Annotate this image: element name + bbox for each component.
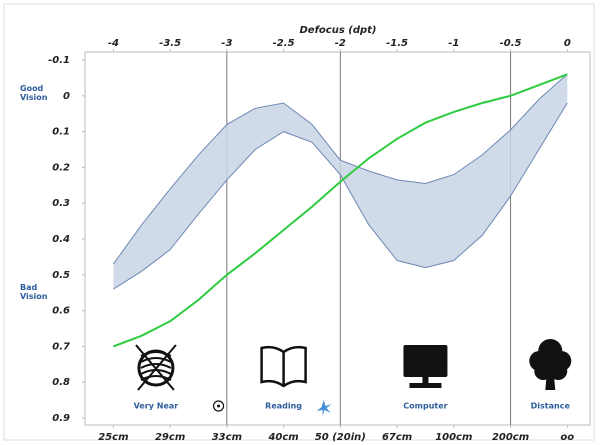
zone-label: Reading (265, 402, 302, 411)
y-tick-label: 0.2 (52, 162, 70, 173)
icon (403, 345, 448, 377)
annotation: Good Vision (20, 84, 48, 102)
x-tick-label: -3.5 (159, 38, 181, 49)
x-tick-label: 0 (564, 38, 571, 49)
zone-icon (529, 339, 572, 390)
x2-tick-label: 100cm (435, 432, 472, 443)
icon (140, 375, 172, 381)
zone-icon (403, 345, 448, 388)
annotation: Bad Vision (20, 283, 48, 301)
y-tick-label: 0.4 (52, 234, 70, 245)
panel (3, 3, 595, 441)
icon (137, 344, 177, 391)
zone-icon (135, 344, 177, 391)
icon (212, 400, 225, 412)
band-area (113, 74, 568, 290)
icon (422, 377, 429, 383)
x2-tick-label: 200cm (492, 432, 529, 443)
band-lower (113, 102, 568, 290)
x-tick-label: -3 (221, 38, 232, 49)
x-tick-label: -1.5 (386, 38, 408, 49)
y-tick-label: 0.8 (52, 377, 70, 388)
zone-label: Computer (403, 402, 447, 411)
y-tick-label: 0.6 (52, 306, 70, 317)
icon (260, 345, 307, 388)
zone-icon (212, 345, 332, 416)
icon (316, 400, 332, 416)
x2-tick-label: 50 (20in) (315, 432, 366, 443)
x2-tick-label: 40cm (267, 432, 298, 443)
x-tick-label: -1 (448, 38, 459, 49)
zone-label: Very Near (134, 402, 179, 411)
icon (140, 357, 172, 363)
y-tick-label: 0.9 (52, 413, 70, 424)
mean-line (113, 73, 568, 348)
y-tick-label: 0.5 (52, 270, 70, 281)
x-tick-label: -4 (108, 38, 119, 49)
icon (140, 363, 172, 369)
x2-tick-label: 33cm (212, 432, 242, 443)
icon (217, 404, 221, 408)
icon (545, 368, 556, 390)
band-upper (112, 73, 568, 265)
y-tick-label: 0.7 (52, 341, 70, 352)
y-tick-label: -0.1 (48, 55, 70, 66)
icon (409, 383, 442, 388)
chart-title: Defocus (dpt) (299, 25, 376, 36)
icon (135, 344, 175, 391)
x-tick-label: -2.5 (273, 38, 295, 49)
x2-tick-label: 29cm (155, 432, 185, 443)
x2-tick-label: 25cm (98, 432, 128, 443)
icon (539, 356, 562, 378)
y-tick-label: 0.1 (52, 127, 70, 138)
x-tick-label: -2 (335, 38, 346, 49)
y-tick-label: 0.3 (52, 198, 70, 209)
x2-tick-label: 67cm (382, 432, 412, 443)
x2-tick-label: oo (560, 432, 574, 443)
x-tick-label: -0.5 (500, 38, 522, 49)
y-tick-label: 0 (63, 91, 70, 102)
zone-label: Distance (531, 402, 571, 411)
